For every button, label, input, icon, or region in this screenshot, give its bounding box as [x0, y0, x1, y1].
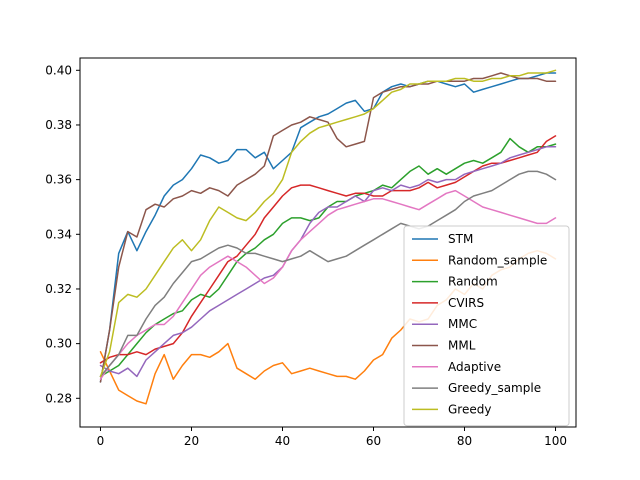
- legend-label-random-sample: Random_sample: [448, 253, 547, 267]
- y-tick-label: 0.32: [45, 282, 72, 296]
- legend-label-cvirs: CVIRS: [448, 296, 484, 310]
- legend-label-mml: MML: [448, 339, 476, 353]
- legend-label-stm: STM: [448, 232, 473, 246]
- legend-label-greedy-sample: Greedy_sample: [448, 381, 541, 395]
- x-tick-label: 40: [275, 434, 290, 448]
- legend-label-mmc: MMC: [448, 317, 477, 331]
- series-line-mml: [99, 72, 557, 383]
- series-layer: [99, 69, 557, 405]
- y-tick-label: 0.34: [45, 227, 72, 241]
- legend-label-adaptive: Adaptive: [448, 360, 501, 374]
- x-tick-label: 80: [457, 434, 472, 448]
- legend-label-random: Random: [448, 275, 498, 289]
- y-axis: 0.28 0.30 0.32 0.34 0.36 0.38 0.40: [45, 63, 80, 405]
- y-tick-label: 0.36: [45, 173, 72, 187]
- y-tick-label: 0.30: [45, 337, 72, 351]
- series-line-adaptive: [99, 189, 557, 380]
- series-line-greedy-sample: [99, 170, 557, 378]
- legend-box: [403, 225, 570, 427]
- legend: STM Random_sample Random CVIRS MMC MML Adaptiv…: [403, 225, 570, 427]
- x-tick-label: 0: [97, 434, 105, 448]
- series-line-stm: [99, 72, 557, 383]
- series-line-cvirs: [99, 135, 557, 364]
- y-tick-label: 0.38: [45, 118, 72, 132]
- y-tick-label: 0.40: [45, 63, 72, 77]
- plot-frame: [79, 57, 577, 428]
- series-line-mmc: [99, 146, 557, 378]
- x-axis: 0 20 40 60 80 100: [97, 427, 567, 448]
- x-tick-label: 100: [544, 434, 567, 448]
- x-tick-label: 20: [184, 434, 199, 448]
- series-line-greedy: [99, 69, 557, 378]
- y-tick-label: 0.28: [45, 391, 72, 405]
- x-tick-label: 60: [366, 434, 381, 448]
- legend-label-greedy: Greedy: [448, 402, 491, 416]
